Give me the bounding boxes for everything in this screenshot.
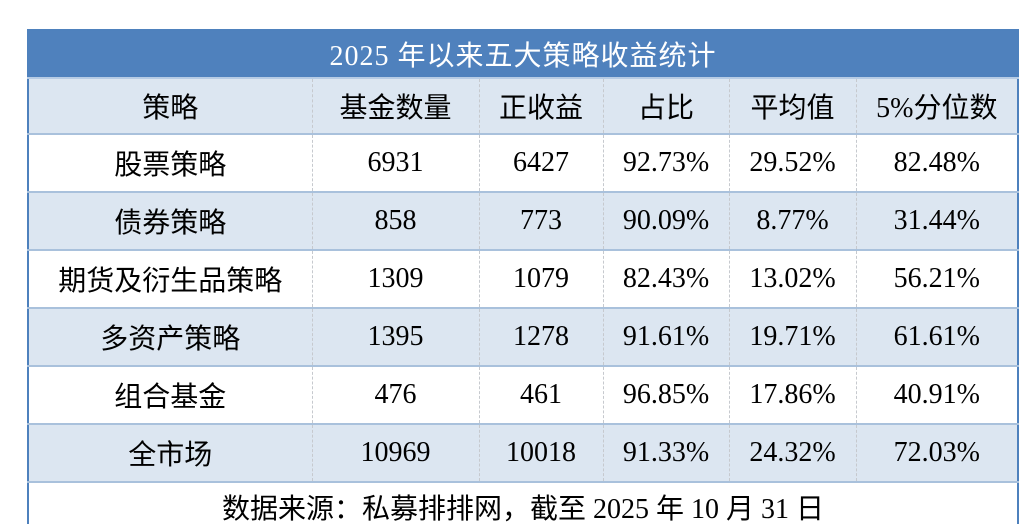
value-cell: 13.02% bbox=[728, 250, 856, 309]
value-cell: 90.09% bbox=[602, 192, 729, 251]
strategy-cell: 股票策略 bbox=[28, 134, 312, 193]
table-row-stock-strategy: 股票策略 6931 6427 92.73% 29.52% 82.48% bbox=[28, 134, 1019, 193]
value-cell: 61.61% bbox=[855, 308, 1019, 367]
column-header-5pct-quantile: 5%分位数 bbox=[855, 78, 1019, 135]
value-cell: 82.43% bbox=[602, 250, 729, 309]
table-row-multi-asset-strategy: 多资产策略 1395 1278 91.61% 19.71% 61.61% bbox=[28, 308, 1019, 367]
table-footer-row: 数据来源：私募排排网，截至 2025 年 10 月 31 日 bbox=[28, 482, 1019, 524]
column-header-ratio: 占比 bbox=[602, 78, 729, 135]
value-cell: 91.61% bbox=[602, 308, 729, 367]
table-header-row: 策略 基金数量 正收益 占比 平均值 5%分位数 bbox=[28, 78, 1019, 135]
value-cell: 476 bbox=[311, 366, 479, 425]
value-cell: 10969 bbox=[311, 424, 479, 483]
strategy-cell: 全市场 bbox=[28, 424, 312, 483]
value-cell: 773 bbox=[478, 192, 603, 251]
column-header-strategy: 策略 bbox=[28, 78, 312, 135]
value-cell: 858 bbox=[311, 192, 479, 251]
value-cell: 40.91% bbox=[855, 366, 1019, 425]
value-cell: 24.32% bbox=[728, 424, 856, 483]
value-cell: 8.77% bbox=[728, 192, 856, 251]
value-cell: 31.44% bbox=[855, 192, 1019, 251]
value-cell: 1309 bbox=[311, 250, 479, 309]
value-cell: 6931 bbox=[311, 134, 479, 193]
table-title: 2025 年以来五大策略收益统计 bbox=[28, 30, 1019, 79]
value-cell: 91.33% bbox=[602, 424, 729, 483]
value-cell: 29.52% bbox=[728, 134, 856, 193]
table-row-bond-strategy: 债券策略 858 773 90.09% 8.77% 31.44% bbox=[28, 192, 1019, 251]
value-cell: 82.48% bbox=[855, 134, 1019, 193]
strategy-cell: 期货及衍生品策略 bbox=[28, 250, 312, 309]
value-cell: 96.85% bbox=[602, 366, 729, 425]
value-cell: 56.21% bbox=[855, 250, 1019, 309]
strategy-cell: 多资产策略 bbox=[28, 308, 312, 367]
column-header-average: 平均值 bbox=[728, 78, 856, 135]
strategy-returns-table: 2025 年以来五大策略收益统计 策略 基金数量 正收益 占比 平均值 5%分位… bbox=[27, 29, 1020, 524]
table-title-row: 2025 年以来五大策略收益统计 bbox=[28, 30, 1019, 79]
value-cell: 19.71% bbox=[728, 308, 856, 367]
value-cell: 6427 bbox=[478, 134, 603, 193]
value-cell: 72.03% bbox=[855, 424, 1019, 483]
strategy-cell: 组合基金 bbox=[28, 366, 312, 425]
value-cell: 1395 bbox=[311, 308, 479, 367]
column-header-fund-count: 基金数量 bbox=[311, 78, 479, 135]
value-cell: 1278 bbox=[478, 308, 603, 367]
column-header-positive-return: 正收益 bbox=[478, 78, 603, 135]
strategy-cell: 债券策略 bbox=[28, 192, 312, 251]
value-cell: 17.86% bbox=[728, 366, 856, 425]
table-row-fof: 组合基金 476 461 96.85% 17.86% 40.91% bbox=[28, 366, 1019, 425]
value-cell: 10018 bbox=[478, 424, 603, 483]
table-row-futures-derivatives-strategy: 期货及衍生品策略 1309 1079 82.43% 13.02% 56.21% bbox=[28, 250, 1019, 309]
value-cell: 1079 bbox=[478, 250, 603, 309]
data-source-note: 数据来源：私募排排网，截至 2025 年 10 月 31 日 bbox=[28, 482, 1019, 524]
value-cell: 461 bbox=[478, 366, 603, 425]
value-cell: 92.73% bbox=[602, 134, 729, 193]
table-row-whole-market: 全市场 10969 10018 91.33% 24.32% 72.03% bbox=[28, 424, 1019, 483]
